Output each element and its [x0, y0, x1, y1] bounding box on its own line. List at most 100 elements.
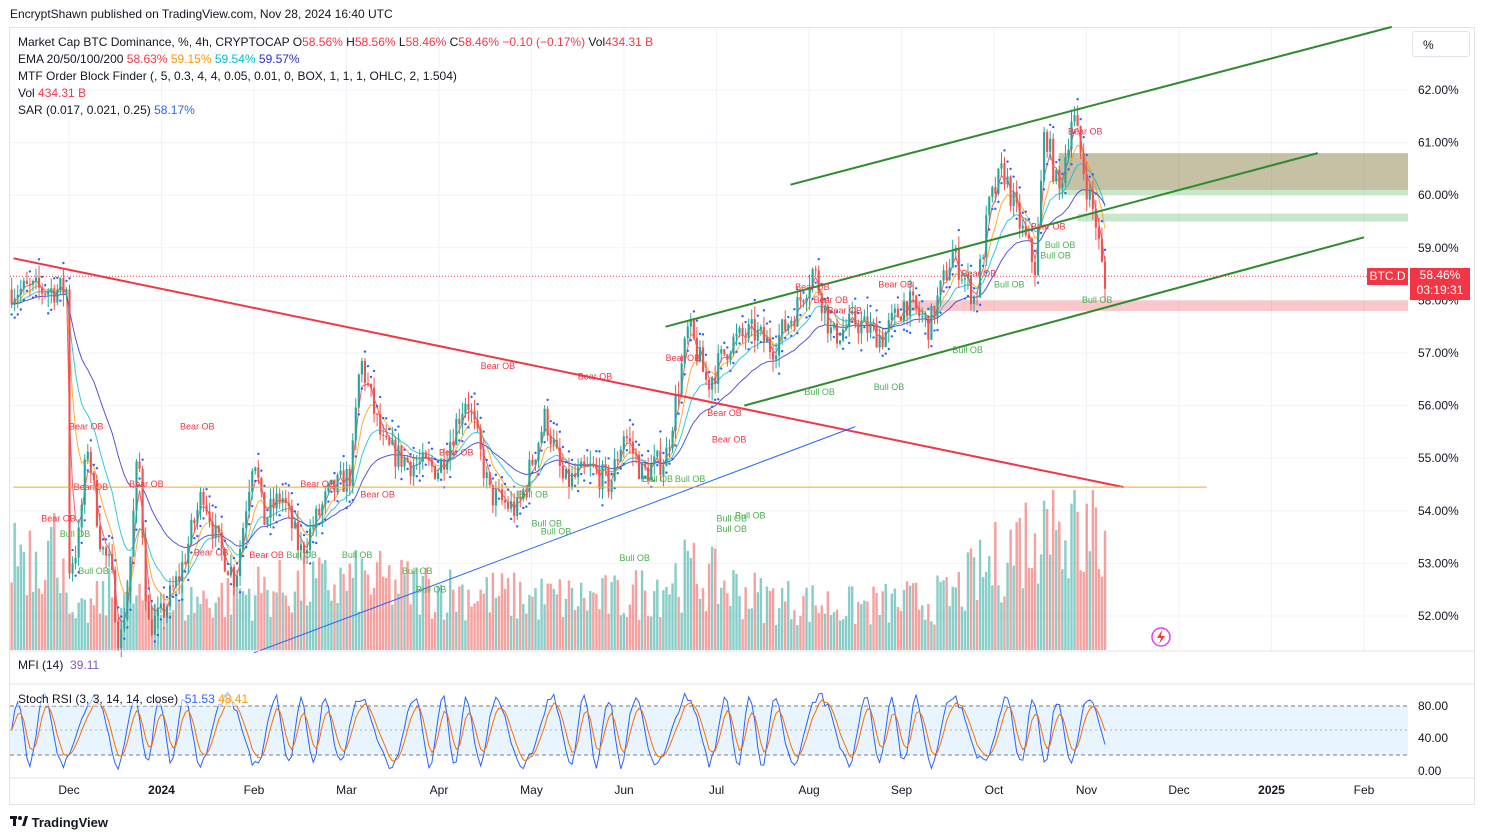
candle-body — [482, 449, 485, 479]
volume-bar — [199, 603, 202, 650]
trend-lines — [10, 25, 1408, 654]
candle-body — [199, 491, 202, 510]
volume-bar — [28, 530, 32, 650]
volume-bar — [162, 627, 166, 650]
sar-dot — [488, 464, 492, 467]
legend-open: 58.56% — [302, 35, 343, 49]
candle-body — [549, 435, 552, 445]
legend-title[interactable]: Market Cap BTC Dominance, %, 4h, CRYPTOC… — [18, 35, 290, 49]
candle-body — [683, 338, 686, 364]
bull-ob-label: Bull OB — [717, 513, 748, 523]
candle-body — [1082, 152, 1085, 174]
volume-bar — [86, 622, 90, 650]
sar-dot — [129, 608, 132, 611]
bear-ob-label: Bear OB — [249, 550, 284, 560]
stoch-label[interactable]: Stoch RSI (3, 3, 14, 14, close) — [18, 692, 179, 706]
volume-bar — [461, 584, 464, 650]
sar-dot — [476, 403, 479, 406]
candle-body — [708, 379, 711, 390]
volume-bar — [509, 615, 513, 650]
candle-body — [662, 466, 665, 476]
sar-dot — [385, 417, 388, 420]
y-tick-label: 59.00% — [1418, 241, 1459, 255]
candle-body — [318, 508, 321, 516]
sar-dot — [753, 298, 756, 302]
volume-bar — [1036, 583, 1040, 650]
bear-ob-label: Bear OB — [962, 269, 997, 279]
ema-100-line — [11, 163, 1106, 583]
sar-dot — [552, 421, 555, 425]
volume-bar — [448, 569, 452, 650]
volume-bar — [601, 578, 604, 650]
candle-body — [577, 467, 580, 478]
candle-body — [494, 489, 497, 506]
volume-bar — [412, 571, 415, 650]
sar-dot — [28, 270, 32, 273]
volume-bar — [229, 614, 233, 650]
sar-dot — [281, 483, 284, 486]
candle-body — [239, 548, 242, 576]
mtf-name[interactable]: MTF Order Block Finder (, 5, 0.3, 4, 4, … — [18, 69, 457, 83]
volume-bar — [720, 587, 723, 650]
volume-bar — [369, 594, 373, 650]
sar-dot — [784, 336, 787, 340]
candle-body — [214, 525, 217, 539]
sar-dot — [467, 426, 470, 429]
volume-bar — [899, 611, 903, 650]
volume-bar — [927, 604, 930, 650]
volume-bar — [628, 604, 632, 650]
volume-bar — [823, 613, 827, 650]
volume-bar — [56, 577, 59, 650]
candle-body — [1033, 261, 1037, 276]
volume-bar — [281, 592, 284, 650]
volume-bar — [869, 624, 872, 650]
sar-dot — [735, 350, 738, 354]
candle-body — [778, 335, 781, 356]
vol-name[interactable]: Vol — [18, 86, 35, 100]
tradingview-brand[interactable]: TradingView — [10, 815, 108, 830]
sar-dot — [583, 479, 586, 482]
candle-body — [1049, 138, 1052, 152]
volume-bar — [567, 580, 571, 650]
sar-dot — [74, 574, 77, 577]
sar-dot — [241, 554, 245, 558]
candle-body — [497, 489, 500, 491]
candle-body — [391, 439, 394, 445]
sar-dot — [473, 392, 476, 395]
sar-dot — [994, 207, 997, 211]
candle-body — [1091, 189, 1094, 209]
sar-dot — [537, 473, 540, 476]
volume-bar — [13, 522, 16, 650]
volume-bar — [573, 610, 577, 650]
sar-dot — [388, 427, 391, 431]
candle-body — [363, 360, 366, 384]
sar-dot — [40, 275, 44, 279]
candle-body — [741, 327, 744, 336]
volume-bar — [646, 616, 650, 650]
sar-dot — [190, 551, 193, 554]
candle-body — [114, 569, 117, 622]
candle-body — [165, 606, 169, 618]
candle-body — [851, 310, 854, 314]
sar-dot — [257, 452, 260, 456]
candle-body — [65, 289, 68, 295]
candle-body — [570, 473, 574, 488]
ema-name[interactable]: EMA 20/50/100/200 — [18, 52, 124, 66]
sar-dot — [199, 524, 202, 528]
mfi-label[interactable]: MFI (14) — [18, 658, 64, 672]
sar-name[interactable]: SAR (0.017, 0.021, 0.25) — [18, 103, 151, 117]
candle-body — [260, 477, 263, 493]
volume-bar — [930, 621, 933, 650]
volume-bar — [528, 594, 531, 650]
candle-body — [525, 489, 528, 493]
sar-dot — [305, 530, 309, 533]
candle-body — [668, 447, 671, 449]
candle-body — [1055, 169, 1058, 182]
sar-dot — [686, 349, 689, 352]
legend-main: Market Cap BTC Dominance, %, 4h, CRYPTOC… — [18, 34, 653, 51]
volume-bar — [717, 603, 720, 650]
sar-dot — [1018, 186, 1021, 189]
candle-body — [976, 296, 979, 298]
scale-mode-button[interactable]: % — [1412, 31, 1470, 57]
